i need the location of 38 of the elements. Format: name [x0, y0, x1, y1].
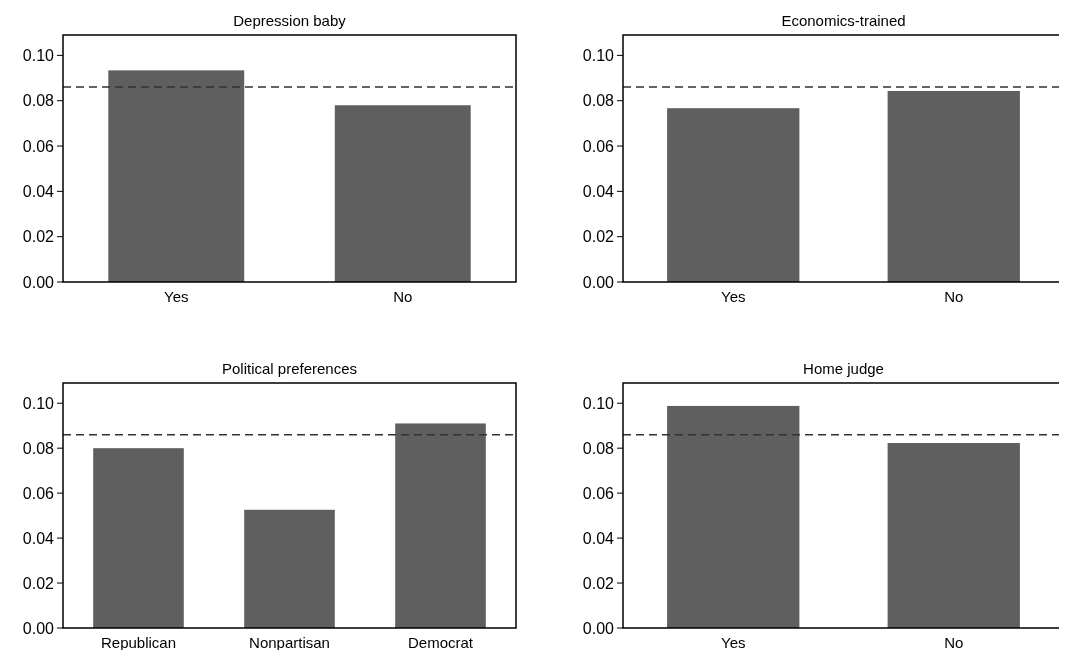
x-tick-label: No	[944, 634, 964, 651]
x-tick-label: No	[393, 288, 413, 305]
y-tick-label: 0.10	[582, 46, 615, 64]
y-tick-label: 0.10	[582, 394, 615, 412]
chart-title: Depression baby	[233, 12, 347, 29]
x-tick-label: Yes	[164, 288, 189, 305]
y-tick-label: 0.04	[22, 529, 55, 547]
y-tick-label: 0.08	[582, 92, 615, 110]
y-tick-label: 0.10	[22, 46, 55, 64]
x-tick-label: Yes	[721, 634, 746, 651]
y-tick-label: 0.00	[22, 273, 55, 291]
y-tick-label: 0.06	[582, 137, 615, 155]
chart-title: Economics-trained	[781, 12, 906, 29]
y-tick-label: 0.08	[22, 439, 55, 457]
y-tick-label: 0.06	[22, 484, 55, 502]
chart-title: Home judge	[803, 360, 884, 377]
bar	[395, 423, 486, 628]
y-tick-label: 0.10	[22, 394, 55, 412]
y-tick-label: 0.02	[22, 574, 55, 592]
y-tick-label: 0.02	[582, 228, 615, 246]
y-tick-label: 0.04	[22, 182, 55, 200]
y-tick-label: 0.08	[22, 92, 55, 110]
y-tick-label: 0.02	[582, 574, 615, 592]
y-tick-label: 0.06	[22, 137, 55, 155]
y-tick-label: 0.04	[582, 182, 615, 200]
x-tick-label: No	[944, 288, 964, 305]
x-tick-label: Democrat	[407, 634, 474, 651]
y-tick-label: 0.02	[22, 228, 55, 246]
chart-title: Political preferences	[221, 360, 358, 377]
bar	[244, 509, 335, 628]
y-tick-label: 0.08	[582, 439, 615, 457]
y-tick-label: 0.00	[582, 619, 615, 637]
y-tick-label: 0.06	[582, 484, 615, 502]
y-tick-label: 0.04	[582, 529, 615, 547]
y-tick-label: 0.00	[582, 273, 615, 291]
x-tick-label: Yes	[721, 288, 746, 305]
bar	[93, 448, 184, 628]
y-tick-label: 0.00	[22, 619, 55, 637]
